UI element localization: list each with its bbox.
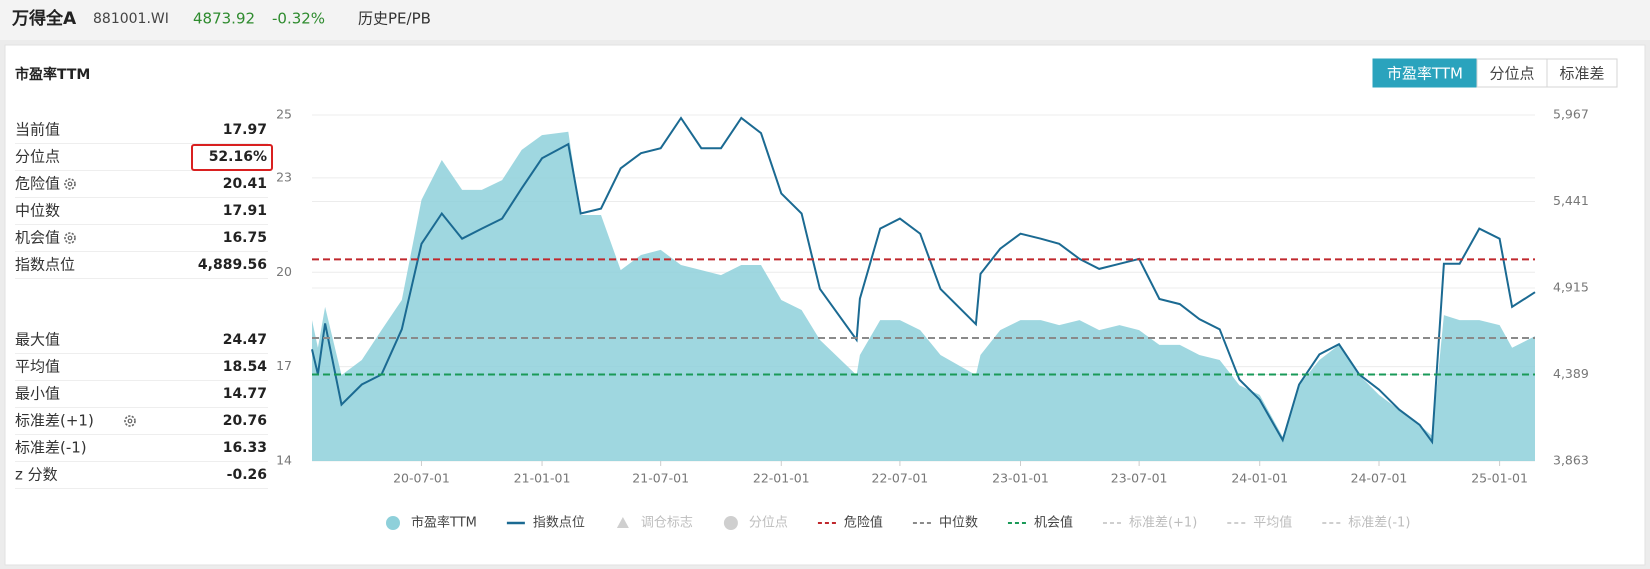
gear-hole (67, 235, 73, 241)
x-tick-label: 24-07-01 (1351, 471, 1408, 486)
x-tick-label: 22-07-01 (872, 471, 929, 486)
legend-label[interactable]: 机会值 (1034, 515, 1073, 531)
highlight-box (191, 144, 273, 171)
x-tick-label: 25-01-01 (1471, 471, 1528, 486)
legend-label[interactable]: 分位点 (749, 516, 788, 531)
index-price: 4873.92 (193, 10, 255, 28)
legend-label[interactable]: 危险值 (844, 515, 883, 531)
x-tick-label: 24-01-01 (1231, 471, 1288, 486)
view-title[interactable]: 历史PE/PB (358, 10, 431, 28)
stat-label: 指数点位 (15, 256, 75, 274)
stat-label: 当前值 (15, 121, 60, 139)
stat-value: -0.26 (227, 467, 267, 483)
legend-label[interactable]: 调仓标志 (641, 516, 693, 531)
index-line (311, 116, 1536, 445)
top-bar (0, 0, 1650, 40)
stat-value: 17.91 (223, 203, 267, 219)
gear-icon[interactable] (124, 415, 136, 427)
gear-hole (67, 181, 73, 187)
stat-label: 标准差(-1) (15, 439, 87, 457)
stat-label: 平均值 (15, 358, 60, 376)
stat-value: 16.33 (223, 440, 267, 456)
y2-tick-label: 4,389 (1553, 366, 1589, 381)
stat-label: 标准差(+1) (15, 412, 94, 430)
x-tick-label: 21-07-01 (632, 471, 689, 486)
legend-marker[interactable] (386, 516, 400, 530)
tab-label[interactable]: 分位点 (1489, 65, 1534, 83)
stat-value: 14.77 (223, 386, 267, 402)
index-name: 万得全A (11, 8, 77, 29)
legend-marker[interactable] (723, 516, 738, 530)
y-tick-label: 20 (276, 264, 292, 279)
stat-value: 17.97 (223, 122, 267, 138)
legend-marker[interactable] (616, 517, 629, 528)
x-tick-label: 21-01-01 (514, 471, 571, 486)
legend-label[interactable]: 标准差(+1) (1129, 516, 1197, 531)
x-tick-label: 22-01-01 (753, 471, 810, 486)
tab[interactable] (1476, 58, 1548, 88)
y-tick-label: 14 (276, 453, 292, 468)
gear-icon[interactable] (64, 232, 76, 244)
y-tick-label: 25 (276, 107, 292, 122)
y2-tick-label: 3,863 (1553, 453, 1589, 468)
stat-label: 最小值 (15, 385, 60, 403)
panel (4, 44, 1646, 566)
y2-tick-label: 5,967 (1553, 107, 1589, 122)
x-tick-label: 23-07-01 (1111, 471, 1168, 486)
index-code: 881001.WI (93, 11, 169, 27)
stat-label: 机会值 (15, 229, 60, 247)
x-tick-label: 23-01-01 (992, 471, 1049, 486)
stat-value: 20.76 (223, 413, 267, 429)
stat-value: 52.16% (209, 149, 267, 165)
stat-value: 24.47 (223, 332, 267, 348)
y2-tick-label: 5,441 (1553, 193, 1589, 208)
y-tick-label: 17 (276, 358, 292, 373)
panel-title: 市盈率TTM (15, 66, 90, 83)
stat-label: 中位数 (15, 202, 60, 220)
stat-value: 16.75 (223, 230, 267, 246)
tab[interactable] (1372, 58, 1478, 88)
stat-label: 最大值 (15, 331, 60, 349)
legend-label[interactable]: 平均值 (1253, 515, 1292, 531)
x-tick-label: 20-07-01 (393, 471, 450, 486)
gear-hole (127, 418, 133, 424)
gear-icon[interactable] (64, 178, 76, 190)
y-tick-label: 23 (276, 169, 292, 184)
legend-label[interactable]: 标准差(-1) (1348, 516, 1410, 531)
stat-value: 18.54 (223, 359, 268, 375)
tab-label[interactable]: 标准差 (1559, 65, 1604, 83)
index-change: -0.32% (272, 10, 325, 28)
stat-label: 分位点 (15, 148, 60, 166)
tab[interactable] (1546, 58, 1618, 88)
pe-area (312, 131, 1535, 461)
legend-label[interactable]: 市盈率TTM (411, 515, 477, 531)
stat-label: z 分数 (15, 466, 58, 484)
legend-label[interactable]: 中位数 (939, 516, 978, 531)
tab-label[interactable]: 市盈率TTM (1387, 65, 1463, 83)
legend-label[interactable]: 指数点位 (533, 516, 585, 531)
stat-value: 20.41 (223, 176, 267, 192)
stat-label: 危险值 (15, 175, 60, 193)
y2-tick-label: 4,915 (1553, 280, 1589, 295)
stat-value: 4,889.56 (198, 257, 267, 273)
